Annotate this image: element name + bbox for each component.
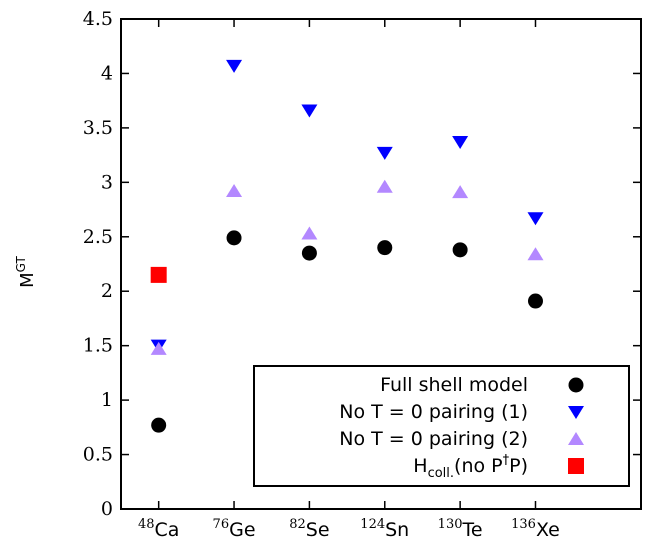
- point-s0-se: [301, 245, 317, 261]
- x-tick-label-se: 82Se: [289, 517, 329, 541]
- x-tick-label-element: Se: [306, 519, 330, 541]
- y-tick-label-0: 0: [101, 498, 113, 520]
- x-tick-label-element: Ge: [229, 519, 255, 541]
- point-s2-se: [301, 226, 318, 240]
- x-tick-label-element: Xe: [536, 519, 560, 541]
- x-tick-label-element: Te: [462, 519, 483, 541]
- y-axis-label-sup: GT: [14, 255, 28, 272]
- x-tick-label-mass: 136: [511, 517, 536, 532]
- x-tick-label-mass: 48: [138, 517, 155, 532]
- legend-marker-3: [568, 458, 584, 474]
- point-s2-xe: [527, 247, 544, 261]
- point-s2-te: [452, 185, 469, 199]
- legend-label-0: Full shell model: [380, 374, 528, 396]
- data-points: [150, 59, 544, 433]
- point-s0-xe: [527, 293, 543, 309]
- x-tick-label-element: Sn: [385, 519, 409, 541]
- x-tick-label-te: 130Te: [438, 517, 483, 541]
- legend-label-3-mid: (no P: [454, 455, 503, 477]
- axes: 0 0.5 1 1.5 2 2.5 3 3.5 4 4.5 48Ca 76Ge 82Se 124Sn 130…: [83, 8, 642, 541]
- x-tick-label-ge: 76Ge: [213, 517, 256, 541]
- legend-label-1: No T = 0 pairing (1): [339, 401, 528, 423]
- y-tick-label-7: 3.5: [83, 117, 113, 139]
- legend-marker-2: [568, 432, 584, 445]
- legend-marker-1: [568, 406, 584, 419]
- y-tick-label-4: 2: [101, 280, 113, 302]
- y-tick-label-3: 1.5: [83, 335, 113, 357]
- legend-label-3-base: H: [413, 455, 427, 477]
- point-s1-xe: [527, 212, 544, 226]
- legend-label-3-sup: †: [503, 453, 510, 468]
- legend: Full shell model No T = 0 pairing (1) No…: [253, 365, 630, 487]
- x-tick-label-xe: 136Xe: [511, 517, 560, 541]
- point-s0-ge: [226, 230, 242, 246]
- y-tick-label-6: 3: [101, 171, 113, 193]
- legend-box: [253, 365, 630, 487]
- x-tick-label-element: Ca: [154, 519, 179, 541]
- x-tick-label-mass: 130: [438, 517, 463, 532]
- y-axis-label-base: M: [17, 272, 38, 288]
- point-s2-ca: [150, 341, 167, 355]
- y-tick-label-1: 0.5: [83, 444, 113, 466]
- legend-marker-0: [568, 377, 584, 393]
- legend-markers: [568, 377, 584, 474]
- point-s1-se: [301, 104, 318, 118]
- plot-frame: [120, 18, 642, 510]
- y-tick-label-2: 1: [101, 389, 113, 411]
- point-s0-te: [452, 242, 468, 258]
- x-tick-label-mass: 82: [289, 517, 306, 532]
- legend-label-3: Hcoll.(no P†P): [413, 453, 528, 481]
- point-s3-ca: [150, 266, 167, 283]
- point-s1-sn: [376, 146, 393, 160]
- point-s1-ge: [226, 59, 243, 73]
- x-tick-label-mass: 76: [213, 517, 230, 532]
- legend-label-2: No T = 0 pairing (2): [339, 428, 528, 450]
- legend-label-3-sub: coll.: [428, 466, 454, 481]
- point-s2-ge: [226, 184, 243, 198]
- point-s0-sn: [377, 240, 393, 256]
- y-tick-label-8: 4: [101, 62, 113, 84]
- y-tick-label-5: 2.5: [83, 226, 113, 248]
- legend-label-3-end: P): [509, 455, 528, 477]
- x-tick-label-ca: 48Ca: [138, 517, 179, 541]
- x-tick-label-mass: 124: [360, 517, 385, 532]
- point-s0-ca: [151, 417, 167, 433]
- point-s1-te: [452, 136, 469, 150]
- x-tick-label-sn: 124Sn: [360, 517, 409, 541]
- point-s2-sn: [376, 179, 393, 193]
- y-tick-label-9: 4.5: [83, 8, 113, 30]
- y-axis-label: MGT: [14, 255, 38, 287]
